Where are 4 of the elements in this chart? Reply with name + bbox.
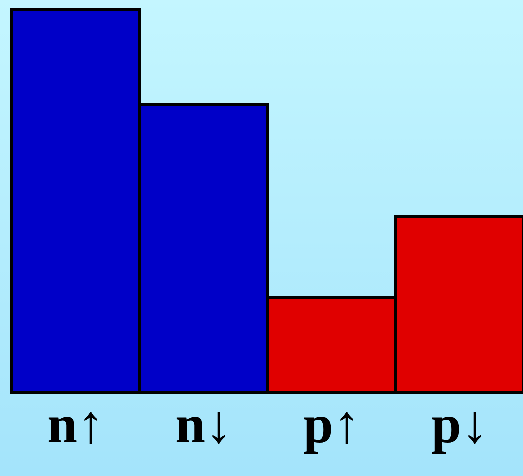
x-tick-label: p↓ <box>431 394 489 454</box>
x-tick-label: n↑ <box>47 394 105 454</box>
x-tick-label: p↑ <box>303 394 361 454</box>
x-tick-label: n↓ <box>175 394 233 454</box>
